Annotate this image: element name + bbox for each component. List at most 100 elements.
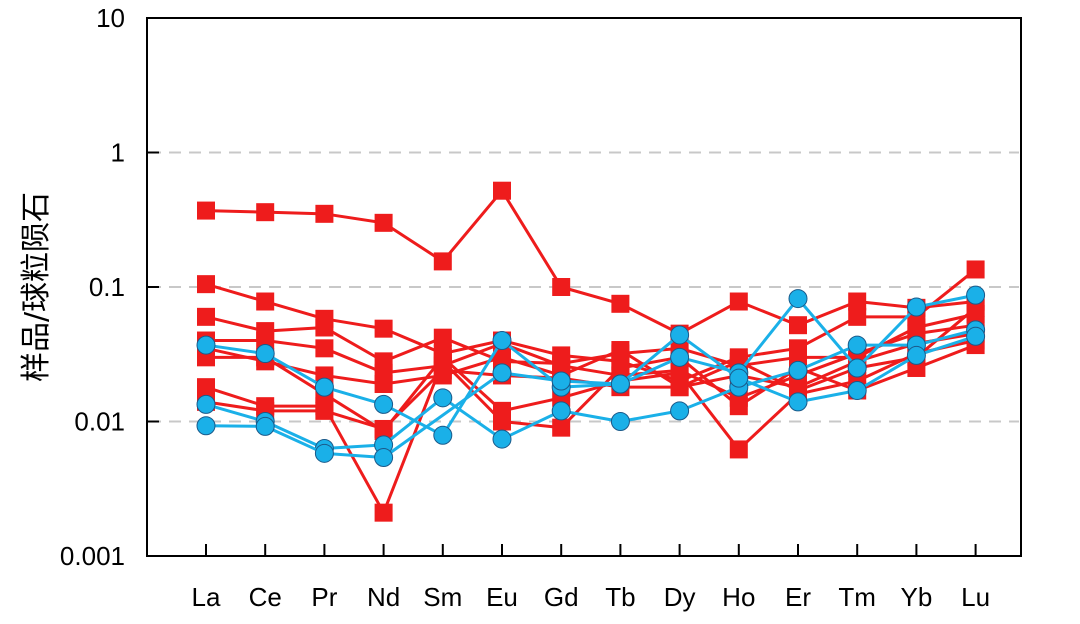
point-Eu [492, 331, 512, 351]
point-Er [788, 360, 808, 380]
grid-lines [149, 151, 1019, 423]
point-Ho [729, 397, 748, 416]
series-red-1 [197, 181, 985, 343]
point-La [196, 335, 216, 355]
point-La [197, 378, 215, 397]
point-Eu [492, 363, 512, 383]
series-line-9 [205, 293, 976, 437]
point-Gd [552, 278, 571, 296]
x-tick-label-Sm: Sm [423, 582, 462, 612]
x-tick-label-Ho: Ho [722, 582, 755, 612]
point-Lu [966, 260, 985, 279]
point-Ho [729, 368, 749, 388]
y-axis-tick-labels: 0.001 0.01 0.1 1 10 [60, 3, 125, 571]
y-tick-label-1: 1 [111, 138, 125, 168]
y-tick-label-0.1: 0.1 [89, 272, 125, 302]
point-Tb [611, 294, 630, 313]
point-La [197, 275, 215, 294]
x-axis-tick-labels: La Ce Pr Nd Sm Eu Gd Tb Dy Ho Er Tm Yb Lu [192, 582, 991, 612]
point-Ce [256, 331, 275, 350]
point-La [197, 201, 215, 220]
y-tick-label-10: 10 [96, 3, 125, 33]
point-Sm [433, 361, 452, 380]
x-tick-label-Yb: Yb [900, 582, 932, 612]
point-Pr [315, 318, 334, 337]
point-Tb [611, 358, 630, 377]
x-tick-label-La: La [192, 582, 221, 612]
point-Er [789, 316, 807, 335]
point-Pr [315, 204, 334, 223]
point-Yb [906, 345, 926, 365]
series-line-6 [206, 339, 976, 451]
point-Nd [374, 447, 394, 467]
point-Gd [552, 418, 571, 437]
point-Lu [966, 285, 986, 305]
x-tick-label-Tb: Tb [605, 582, 635, 612]
x-tick-label-Pr: Pr [311, 582, 337, 612]
point-Nd [374, 319, 393, 338]
point-Nd [374, 394, 394, 414]
point-Pr [314, 377, 334, 397]
y-tick-label-0.001: 0.001 [60, 541, 125, 571]
point-Eu [493, 181, 511, 200]
y-tick-label-0.01: 0.01 [74, 407, 125, 437]
point-Pr [315, 401, 334, 420]
point-Ce [256, 203, 275, 222]
point-La [196, 416, 216, 436]
point-Ce [255, 344, 275, 364]
series-blue-11 [196, 325, 986, 467]
point-Sm [433, 425, 453, 445]
point-Tm [847, 381, 867, 401]
point-Eu [493, 348, 511, 367]
point-Pr [314, 443, 334, 463]
point-Tm [848, 292, 867, 311]
point-Tm [847, 358, 867, 378]
point-Lu [966, 326, 986, 346]
point-Er [788, 289, 808, 309]
point-Yb [906, 297, 926, 317]
point-Tm [847, 335, 867, 355]
point-Nd [374, 419, 393, 438]
point-Tb [610, 412, 630, 431]
x-tick-label-Er: Er [785, 582, 811, 612]
series-line-5 [205, 332, 976, 389]
point-Er [788, 392, 808, 412]
point-La [196, 394, 216, 414]
point-Tb [610, 374, 630, 394]
x-tick-label-Dy: Dy [664, 582, 696, 612]
point-La [197, 307, 215, 326]
point-Ho [729, 440, 748, 459]
x-tick-label-Ce: Ce [249, 582, 282, 612]
series-line-1 [205, 189, 976, 336]
x-tick-label-Tm: Tm [838, 582, 876, 612]
series-line-7 [205, 343, 977, 515]
point-Gd [551, 401, 571, 421]
point-Dy [670, 363, 689, 382]
point-Ho [729, 292, 748, 311]
point-Tb [611, 341, 630, 360]
point-Ce [255, 416, 275, 436]
point-Nd [374, 375, 393, 394]
point-Sm [433, 252, 452, 271]
point-Dy [670, 347, 690, 367]
point-Gd [551, 371, 571, 391]
point-Eu [492, 429, 512, 449]
point-Dy [670, 401, 690, 421]
series-line-10 [205, 328, 976, 450]
x-tick-label-Gd: Gd [544, 582, 579, 612]
x-tick-label-Lu: Lu [961, 582, 990, 612]
y-axis-label: 样品/球粒陨石 [19, 192, 54, 382]
axis-ticks [147, 17, 977, 557]
point-Nd [374, 503, 393, 522]
point-Sm [433, 328, 452, 347]
x-tick-label-Nd: Nd [367, 582, 400, 612]
point-Dy [670, 378, 689, 397]
point-Pr [315, 339, 334, 358]
point-Tm [848, 307, 867, 326]
point-Sm [433, 388, 453, 408]
x-tick-label-Eu: Eu [486, 582, 518, 612]
point-Ce [256, 292, 275, 311]
point-Dy [670, 325, 690, 345]
point-Eu [493, 412, 511, 431]
